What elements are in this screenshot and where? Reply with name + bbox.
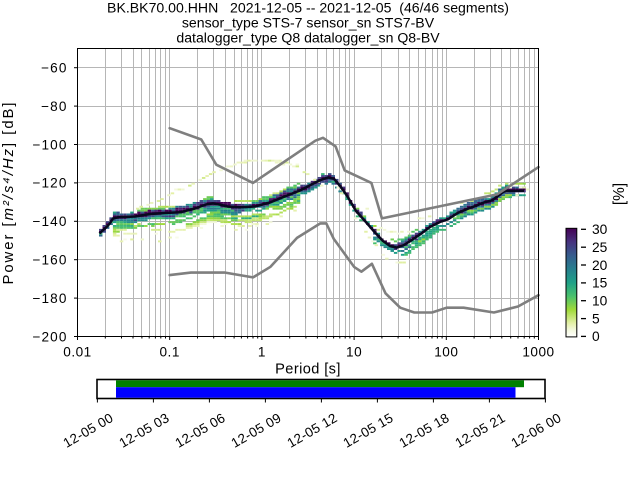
svg-text:Power [m²/s⁴/Hz] [dB]: Power [m²/s⁴/Hz] [dB] (1, 100, 17, 284)
svg-text:−120: −120 (32, 176, 67, 191)
svg-text:30: 30 (592, 222, 608, 237)
svg-text:0.1: 0.1 (159, 345, 179, 360)
svg-text:20: 20 (592, 258, 608, 273)
svg-text:−160: −160 (32, 253, 67, 268)
svg-text:15: 15 (592, 276, 608, 291)
svg-text:−100: −100 (32, 137, 67, 152)
svg-text:−180: −180 (32, 291, 67, 306)
svg-text:100: 100 (434, 345, 458, 360)
svg-text:0.01: 0.01 (63, 345, 91, 360)
svg-text:−60: −60 (41, 61, 67, 76)
svg-text:10: 10 (346, 345, 362, 360)
svg-text:0: 0 (592, 329, 600, 344)
svg-text:1: 1 (258, 345, 266, 360)
svg-text:25: 25 (592, 240, 608, 255)
svg-text:BK.BK70.00.HHN 2021-12-05 --: BK.BK70.00.HHN 2021-12-05 -- 2021-12-05 … (107, 0, 509, 16)
svg-text:5: 5 (592, 311, 600, 326)
svg-text:−80: −80 (41, 99, 67, 114)
svg-text:Period [s]: Period [s] (275, 362, 341, 378)
svg-text:−200: −200 (32, 329, 67, 344)
svg-text:[%]: [%] (611, 183, 628, 205)
svg-text:datalogger_type Q8 datalogger_: datalogger_type Q8 datalogger_sn Q8-BV (176, 30, 440, 46)
svg-text:10: 10 (592, 294, 608, 309)
svg-text:1000: 1000 (522, 345, 554, 360)
svg-text:sensor_type STS-7 sensor_sn ST: sensor_type STS-7 sensor_sn STS7-BV (182, 15, 435, 31)
svg-text:−140: −140 (32, 214, 67, 229)
